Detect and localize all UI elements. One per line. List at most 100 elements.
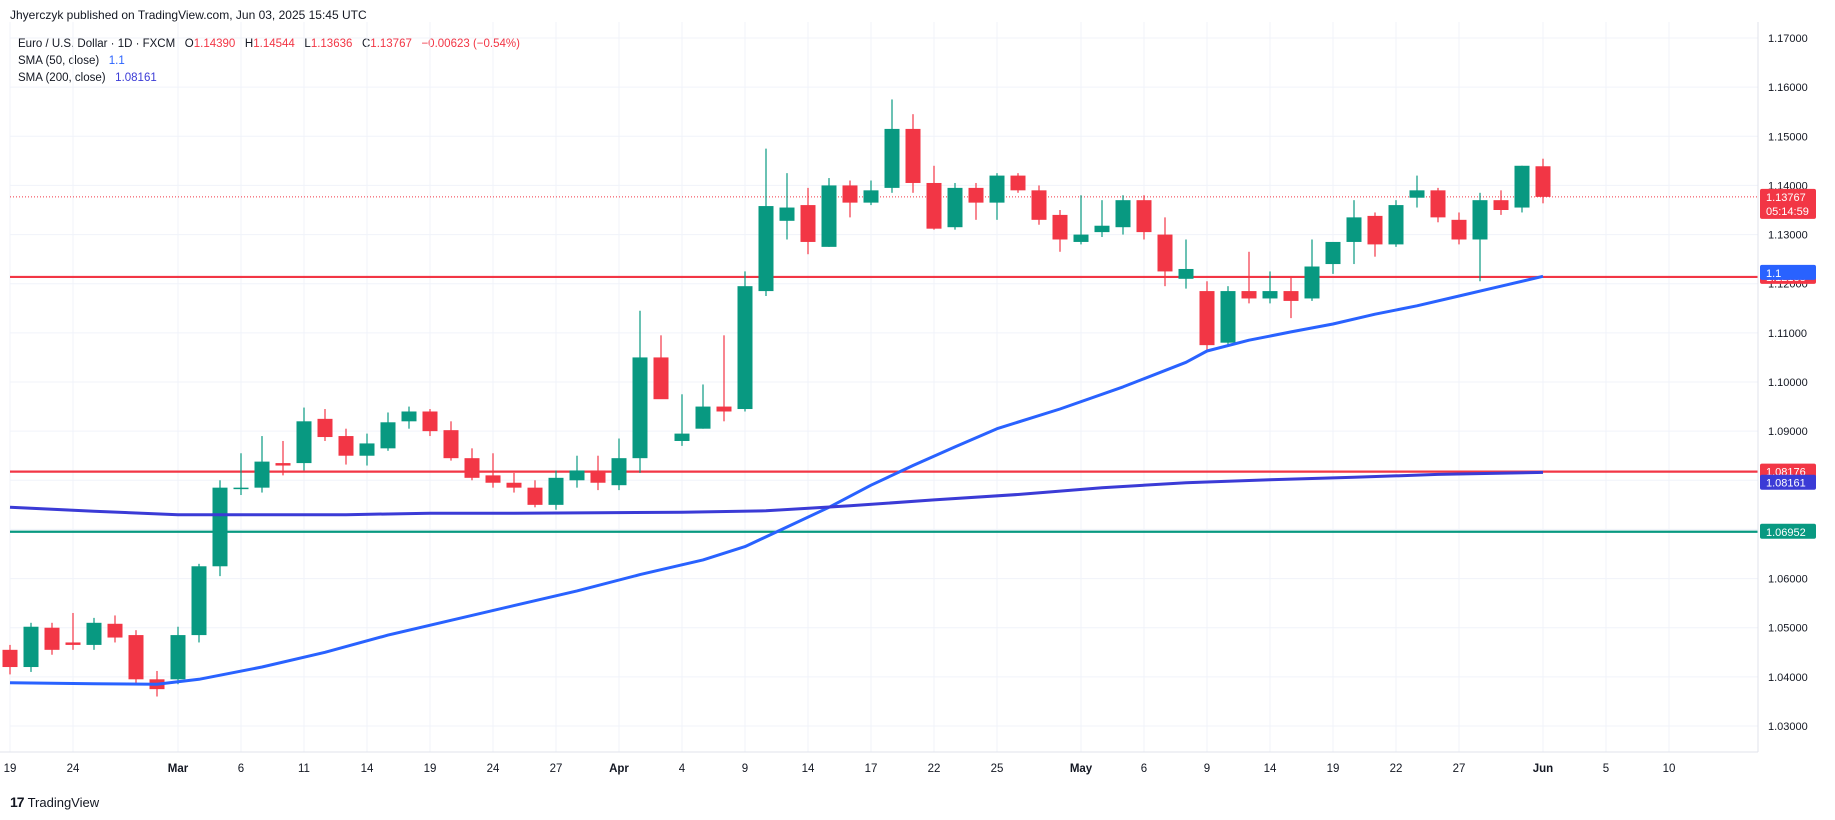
- candle[interactable]: [884, 99, 900, 193]
- candle[interactable]: [254, 436, 270, 493]
- candle[interactable]: [401, 406, 417, 429]
- candle[interactable]: [1073, 195, 1089, 245]
- sma50-legend-row[interactable]: SMA (50, close) 1.1: [18, 53, 520, 70]
- candle[interactable]: [1409, 175, 1425, 208]
- tradingview-logo[interactable]: 17 TradingView: [10, 794, 99, 810]
- candle[interactable]: [695, 384, 711, 429]
- symbol-label[interactable]: Euro / U.S. Dollar · 1D · FXCM: [18, 38, 176, 50]
- candle[interactable]: [947, 182, 963, 230]
- candle[interactable]: [1199, 281, 1215, 351]
- candle[interactable]: [1241, 251, 1257, 304]
- candle[interactable]: [422, 409, 438, 437]
- candle[interactable]: [464, 448, 480, 481]
- candle[interactable]: [191, 563, 207, 643]
- grid: [9, 22, 1758, 752]
- candle[interactable]: [1052, 210, 1068, 252]
- candle[interactable]: [1367, 212, 1383, 257]
- candle[interactable]: [1451, 212, 1467, 245]
- candle[interactable]: [926, 165, 942, 230]
- candle[interactable]: [1304, 239, 1320, 301]
- candle[interactable]: [1136, 195, 1152, 240]
- candle[interactable]: [443, 421, 459, 461]
- sma200-value: 1.08161: [115, 72, 157, 84]
- candle-body: [1241, 291, 1257, 299]
- candle[interactable]: [758, 148, 774, 296]
- candle[interactable]: [1472, 192, 1488, 282]
- candle[interactable]: [653, 335, 669, 400]
- candle[interactable]: [1262, 271, 1278, 304]
- candle[interactable]: [1283, 276, 1299, 319]
- candle[interactable]: [1115, 195, 1131, 235]
- candle[interactable]: [1031, 185, 1047, 225]
- candle[interactable]: [23, 622, 39, 672]
- candle[interactable]: [506, 472, 522, 493]
- candle[interactable]: [485, 453, 501, 488]
- candle[interactable]: [317, 409, 333, 441]
- candle[interactable]: [44, 622, 60, 655]
- candle[interactable]: [2, 644, 18, 675]
- candle[interactable]: [863, 180, 879, 206]
- candle[interactable]: [275, 440, 291, 476]
- candle[interactable]: [569, 455, 585, 488]
- candle[interactable]: [1430, 187, 1446, 223]
- candle-body: [191, 566, 207, 636]
- sma200-line[interactable]: [9, 470, 1544, 517]
- candle[interactable]: [968, 182, 984, 220]
- candle[interactable]: [779, 173, 795, 240]
- candle[interactable]: [1010, 173, 1026, 193]
- sma50-line[interactable]: [9, 274, 1544, 686]
- candle[interactable]: [905, 114, 921, 193]
- candle[interactable]: [65, 612, 81, 650]
- candle[interactable]: [1178, 239, 1194, 289]
- candle[interactable]: [1493, 190, 1509, 215]
- candle[interactable]: [380, 412, 396, 451]
- time-axis[interactable]: 19 24 Mar 6 11 14 19 24 27 Apr 4 9 14 17 22 25 May 6 9 14 19…: [0, 751, 1758, 775]
- candle[interactable]: [1220, 286, 1236, 346]
- candle-body: [296, 421, 312, 464]
- sma200-tag-bg: [1760, 474, 1816, 490]
- candle[interactable]: [359, 433, 375, 466]
- candle-body: [695, 406, 711, 429]
- candle[interactable]: [128, 630, 144, 685]
- publisher-line: Jhyerczyk published on TradingView.com, …: [10, 8, 367, 22]
- candle[interactable]: [1325, 241, 1341, 274]
- price-tags: 1.121381.081761.069521.1376705:14:591.11…: [1760, 188, 1816, 539]
- price-tick-label: 1.17000: [1768, 33, 1808, 45]
- candle-body: [401, 411, 417, 422]
- candle[interactable]: [1157, 217, 1173, 287]
- candle[interactable]: [632, 310, 648, 473]
- ohlc-row: Euro / U.S. Dollar · 1D · FXCM O1.14390 …: [18, 36, 520, 53]
- candle[interactable]: [1094, 200, 1110, 238]
- candle[interactable]: [1535, 158, 1551, 204]
- candle[interactable]: [1514, 165, 1530, 213]
- candle[interactable]: [842, 180, 858, 218]
- candle[interactable]: [548, 470, 564, 510]
- price-tick-label: 1.09000: [1768, 426, 1808, 438]
- candle[interactable]: [296, 407, 312, 471]
- candle[interactable]: [590, 455, 606, 491]
- candle[interactable]: [86, 617, 102, 650]
- candle[interactable]: [212, 480, 228, 577]
- candle[interactable]: [1388, 200, 1404, 247]
- candle-body: [86, 622, 102, 645]
- candle[interactable]: [527, 480, 543, 508]
- candle-body: [1451, 219, 1467, 240]
- candle[interactable]: [170, 626, 186, 685]
- sma200-legend-row[interactable]: SMA (200, close) 1.08161: [18, 70, 520, 87]
- price-axis[interactable]: 1.170001.160001.150001.140001.130001.120…: [1757, 22, 1808, 752]
- candle[interactable]: [1346, 200, 1362, 265]
- candle[interactable]: [611, 438, 627, 491]
- candle-body: [380, 422, 396, 449]
- tradingview-logo-icon: 17: [10, 794, 25, 810]
- candle[interactable]: [716, 335, 732, 422]
- time-tick-label: 17: [865, 763, 878, 775]
- candle[interactable]: [800, 187, 816, 255]
- candle[interactable]: [737, 271, 753, 412]
- candle[interactable]: [233, 453, 249, 496]
- candle[interactable]: [821, 178, 837, 247]
- candle[interactable]: [107, 615, 123, 643]
- candle[interactable]: [989, 173, 1005, 220]
- candle[interactable]: [674, 394, 690, 446]
- candle[interactable]: [338, 428, 354, 465]
